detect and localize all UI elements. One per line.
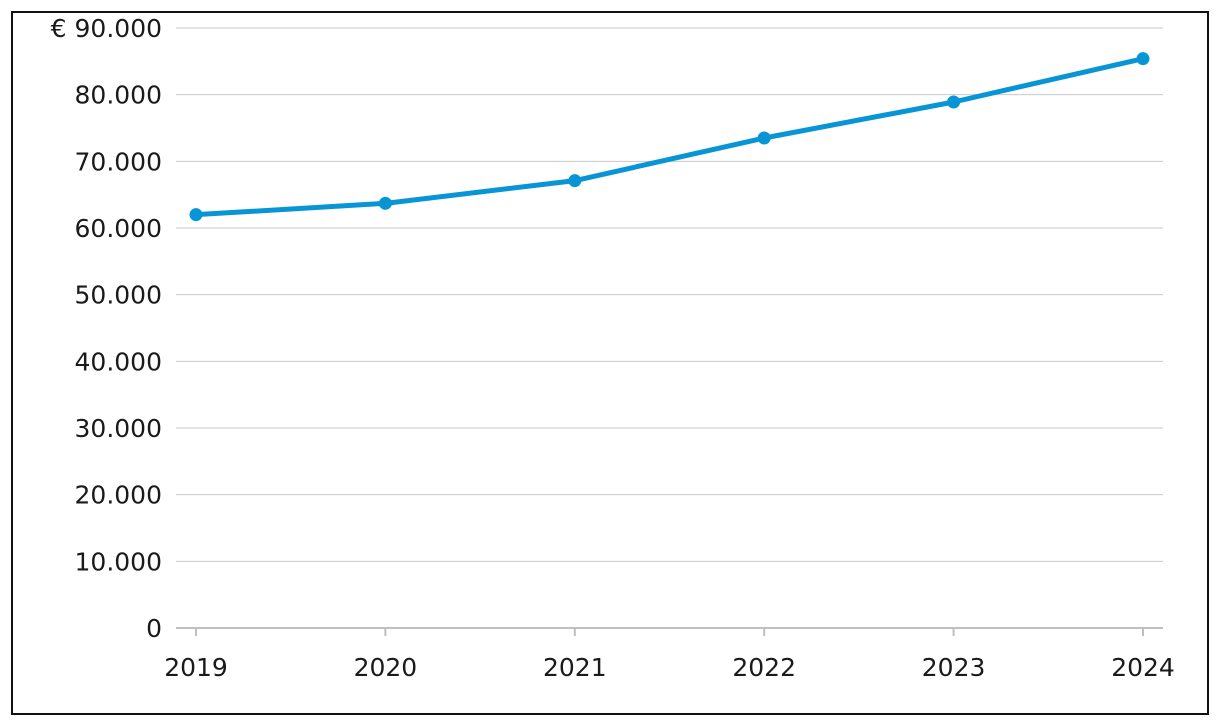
data-point bbox=[757, 131, 771, 145]
y-tick-label: 0 bbox=[146, 614, 162, 643]
y-tick-label: 10.000 bbox=[75, 547, 162, 576]
y-tick-label: 70.000 bbox=[75, 147, 162, 176]
data-point bbox=[947, 95, 961, 109]
x-tick-label: 2020 bbox=[354, 653, 418, 682]
chart-frame bbox=[11, 11, 1209, 715]
y-tick-label: 40.000 bbox=[75, 347, 162, 376]
axes bbox=[176, 627, 1163, 636]
x-tick-label: 2021 bbox=[543, 653, 607, 682]
data-point bbox=[568, 174, 582, 188]
data-point bbox=[378, 196, 392, 210]
x-tick-label: 2022 bbox=[732, 653, 796, 682]
gridlines bbox=[176, 27, 1163, 562]
y-tick-label: 30.000 bbox=[75, 414, 162, 443]
data-point bbox=[189, 208, 203, 222]
y-tick-label: € 90.000 bbox=[51, 14, 162, 43]
y-tick-labels: 0 10.000 20.000 30.000 40.000 50.000 60.000 70.… bbox=[51, 14, 162, 643]
y-tick-label: 50.000 bbox=[75, 281, 162, 310]
y-tick-label: 20.000 bbox=[75, 481, 162, 510]
x-tick-labels: 2019 2020 2021 2022 2023 2024 bbox=[164, 653, 1175, 682]
series-line bbox=[193, 56, 1146, 218]
x-tick-label: 2023 bbox=[922, 653, 986, 682]
data-point bbox=[1136, 52, 1150, 66]
x-tick-label: 2019 bbox=[164, 653, 228, 682]
x-tick-label: 2024 bbox=[1111, 653, 1175, 682]
y-tick-label: 80.000 bbox=[75, 81, 162, 110]
series bbox=[189, 52, 1150, 222]
y-tick-label: 60.000 bbox=[75, 214, 162, 243]
